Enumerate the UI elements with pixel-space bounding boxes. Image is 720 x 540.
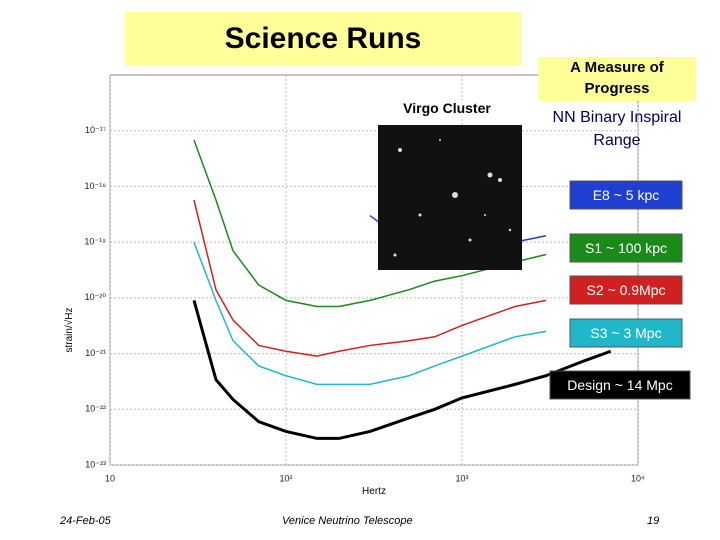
legend-label: S3 ~ 3 Mpc <box>590 325 661 341</box>
legend-box <box>569 275 683 305</box>
range-label: NN Binary Inspiral Range <box>552 109 682 149</box>
footer-event: Venice Neutrino Telescope <box>282 515 413 527</box>
x-tick-label: 10³ <box>455 473 468 483</box>
y-tick-label: 10⁻¹⁹ <box>84 237 106 247</box>
x-tick-label: 10² <box>279 473 292 483</box>
y-tick-label: 10⁻¹⁸ <box>84 181 106 191</box>
legend-box <box>569 233 683 263</box>
y-tick-label: 10⁻²³ <box>85 459 106 469</box>
legend-label: Design ~ 14 Mpc <box>567 377 672 393</box>
legend-box <box>569 318 683 348</box>
series-line <box>193 199 547 357</box>
slide-title: Science Runs <box>125 12 521 65</box>
legend-item: S3 ~ 3 Mpc <box>569 318 683 348</box>
y-tick-label: 10⁻¹⁷ <box>85 125 106 135</box>
legend-label: E8 ~ 5 kpc <box>593 187 660 203</box>
legend-label: S2 ~ 0.9Mpc <box>587 282 666 298</box>
y-tick-label: 10⁻²¹ <box>85 348 106 358</box>
series-line <box>193 139 547 308</box>
progress-box: A Measure of Progress <box>538 57 696 101</box>
x-tick-label: 10 <box>105 473 115 483</box>
y-axis-label: strain/√Hz <box>63 308 75 353</box>
legend-box <box>569 180 683 210</box>
virgo-stars <box>393 139 512 257</box>
y-tick-label: 10⁻²² <box>85 404 106 414</box>
footer-date: 24-Feb-05 <box>60 515 111 527</box>
series-line <box>192 300 612 440</box>
x-axis-label: Hertz <box>362 486 386 497</box>
legend-item: S2 ~ 0.9Mpc <box>569 275 683 305</box>
legend-label: S1 ~ 100 kpc <box>585 240 667 256</box>
legend-item: E8 ~ 5 kpc <box>569 180 683 210</box>
legend-item: Design ~ 14 Mpc <box>549 370 691 400</box>
virgo-label: Virgo Cluster <box>372 100 522 116</box>
y-tick-label: 10⁻²⁰ <box>85 292 107 302</box>
legend-item: S1 ~ 100 kpc <box>569 233 683 263</box>
x-tick-label: 10⁴ <box>631 473 645 483</box>
series-line <box>193 241 547 386</box>
plot-area <box>109 74 639 466</box>
virgo-image <box>378 125 522 270</box>
legend-box <box>549 370 691 400</box>
footer-page: 19 <box>647 515 660 527</box>
